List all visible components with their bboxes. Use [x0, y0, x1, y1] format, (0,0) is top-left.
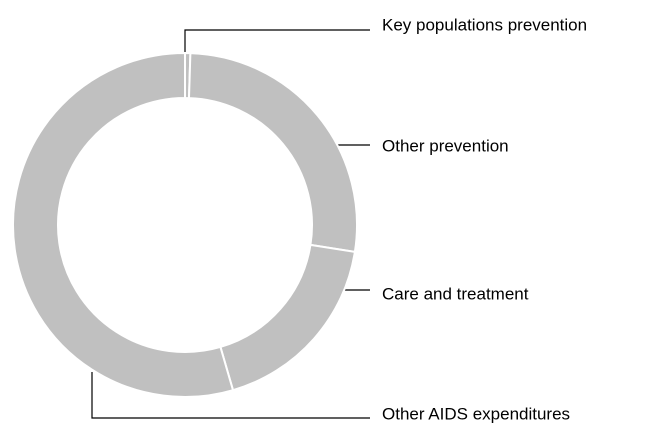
leader-line: [91, 372, 370, 419]
slice-label: Other AIDS expenditures: [382, 404, 570, 423]
donut-slice: [12, 51, 235, 398]
donut-slice: [187, 52, 358, 254]
slice-label: Key populations prevention: [382, 15, 587, 34]
slice-label: Other prevention: [382, 136, 509, 155]
leader-line: [184, 29, 370, 55]
slice-label: Care and treatment: [382, 284, 529, 303]
donut-slice: [219, 243, 357, 392]
